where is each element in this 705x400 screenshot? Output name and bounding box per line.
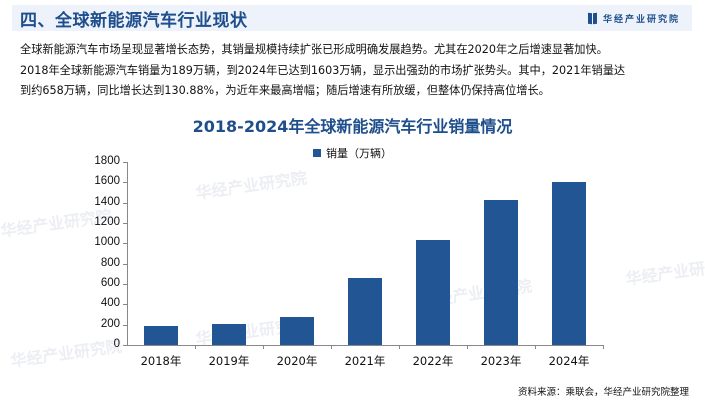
x-tick-label: 2019年: [208, 354, 250, 368]
x-tick-mark: [535, 345, 536, 349]
source-note: 资料来源：乘联会，华经产业研究院整理: [517, 387, 689, 398]
y-tick-label: 1000: [94, 236, 120, 249]
legend-swatch: [313, 149, 321, 157]
section-title: 四、全球新能源汽车行业现状: [20, 10, 248, 31]
x-tick-mark: [331, 345, 332, 349]
y-tick-mark: [123, 304, 127, 306]
bar-2021年: [348, 278, 382, 345]
legend-label: 销量（万辆）: [326, 147, 392, 160]
x-tick-mark: [399, 345, 400, 349]
y-tick-mark: [123, 223, 127, 224]
y-tick-label: 800: [100, 256, 120, 269]
bar-2019年: [212, 323, 246, 345]
y-tick-label: 1400: [94, 195, 120, 208]
y-tick-label: 1600: [94, 175, 120, 188]
y-tick-mark: [123, 345, 127, 346]
x-tick-label: 2022年: [412, 354, 454, 368]
y-tick-label: 1800: [94, 155, 120, 167]
bar-2018年: [144, 325, 178, 345]
brand-name: 华经产业研究院: [602, 14, 680, 25]
bar-2023年: [484, 199, 518, 345]
x-tick-mark: [195, 345, 196, 349]
x-tick-label: 2024年: [548, 354, 590, 368]
y-tick-mark: [123, 162, 127, 163]
y-axis: [127, 162, 128, 345]
x-tick-label: 2023年: [480, 354, 522, 368]
y-tick-label: 400: [100, 297, 120, 310]
y-tick-mark: [123, 284, 127, 285]
chart-title: 2018-2024年全球新能源汽车行业销量情况: [192, 117, 513, 136]
x-tick-label: 2018年: [140, 354, 182, 368]
section-header: 四、全球新能源汽车行业现状 华经产业研究院: [12, 5, 692, 31]
bar-2024年: [552, 182, 586, 345]
summary-line: 全球新能源汽车市场呈现显著增长态势，其销量规模持续扩张已形成明确发展趋势。尤其在…: [20, 43, 608, 56]
x-tick-mark: [263, 345, 264, 349]
y-tick-mark: [123, 243, 127, 245]
y-tick-mark: [123, 202, 127, 204]
bar-2020年: [280, 316, 314, 345]
y-tick-label: 0: [113, 338, 120, 350]
chart-legend: 销量（万辆）: [0, 145, 705, 161]
x-tick-label: 2021年: [344, 354, 386, 368]
summary-line: 到约658万辆，同比增长达到130.88%，为近年来最高增幅；随后增速有所放缓，…: [20, 84, 550, 97]
x-tick-label: 2020年: [276, 354, 318, 368]
bar-2022年: [416, 240, 450, 345]
y-tick-mark: [123, 182, 127, 184]
summary-text: 全球新能源汽车市场呈现显著增长态势，其销量规模持续扩张已形成明确发展趋势。尤其在…: [20, 40, 695, 102]
y-tick-label: 1200: [94, 216, 120, 228]
y-tick-mark: [123, 263, 127, 265]
x-tick-mark: [603, 345, 604, 349]
y-tick-label: 200: [100, 317, 120, 330]
brand-logo: 华经产业研究院: [587, 12, 692, 25]
y-tick-mark: [123, 324, 127, 326]
x-axis: [127, 345, 603, 346]
summary-line: 2018年全球新能源汽车销量为189万辆，到2024年已达到1603万辆，显示出…: [20, 63, 626, 77]
y-tick-label: 600: [100, 277, 120, 289]
x-tick-mark: [467, 345, 468, 349]
